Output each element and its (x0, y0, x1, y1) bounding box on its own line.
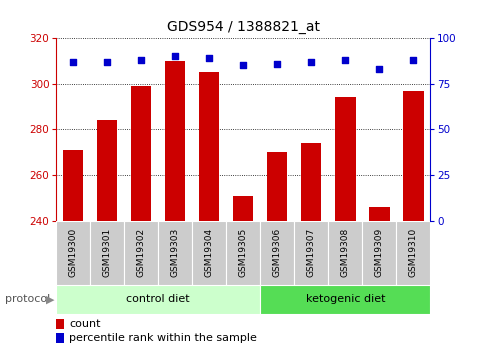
Bar (97, 120, 117, 221)
Bar (260, 285, 429, 314)
Bar (327, 221, 362, 285)
Text: GSM19303: GSM19303 (170, 228, 180, 277)
Bar (124, 221, 158, 285)
Bar (56, 285, 260, 314)
Bar (402, 90, 423, 221)
Bar (165, 61, 185, 221)
Text: protocol: protocol (5, 295, 50, 304)
Text: control diet: control diet (126, 294, 190, 304)
Point (375, 66, 383, 72)
Bar (131, 86, 151, 221)
Text: GSM19304: GSM19304 (204, 228, 213, 277)
Bar (294, 221, 327, 285)
Bar (56, 319, 64, 329)
Text: GSM19301: GSM19301 (102, 228, 112, 277)
Bar (334, 97, 355, 221)
Point (69, 59, 77, 65)
Bar (301, 143, 321, 221)
Text: GSM19302: GSM19302 (137, 228, 145, 277)
Bar (266, 152, 287, 221)
Bar (90, 221, 124, 285)
Bar (368, 207, 389, 221)
Text: ▶: ▶ (45, 295, 54, 304)
Point (341, 57, 348, 63)
Text: GSM19307: GSM19307 (306, 228, 315, 277)
Title: GDS954 / 1388821_at: GDS954 / 1388821_at (166, 20, 319, 34)
Bar (233, 196, 253, 221)
Point (239, 62, 246, 68)
Text: GSM19305: GSM19305 (238, 228, 247, 277)
Bar (56, 333, 64, 344)
Point (307, 59, 315, 65)
Bar (56, 221, 90, 285)
Point (205, 55, 213, 61)
Bar (395, 221, 429, 285)
Point (137, 57, 145, 63)
Bar (362, 221, 395, 285)
Point (171, 53, 179, 59)
Text: GSM19300: GSM19300 (69, 228, 78, 277)
Point (103, 59, 111, 65)
Bar (63, 150, 83, 221)
Bar (192, 221, 226, 285)
Bar (260, 221, 294, 285)
Point (408, 57, 416, 63)
Text: GSM19306: GSM19306 (272, 228, 281, 277)
Text: ketogenic diet: ketogenic diet (305, 294, 384, 304)
Text: GSM19308: GSM19308 (340, 228, 349, 277)
Bar (226, 221, 260, 285)
Text: percentile rank within the sample: percentile rank within the sample (69, 333, 257, 343)
Text: count: count (69, 319, 101, 329)
Text: GSM19310: GSM19310 (408, 228, 417, 277)
Bar (158, 221, 192, 285)
Text: GSM19309: GSM19309 (374, 228, 383, 277)
Bar (199, 72, 219, 221)
Point (273, 61, 281, 66)
